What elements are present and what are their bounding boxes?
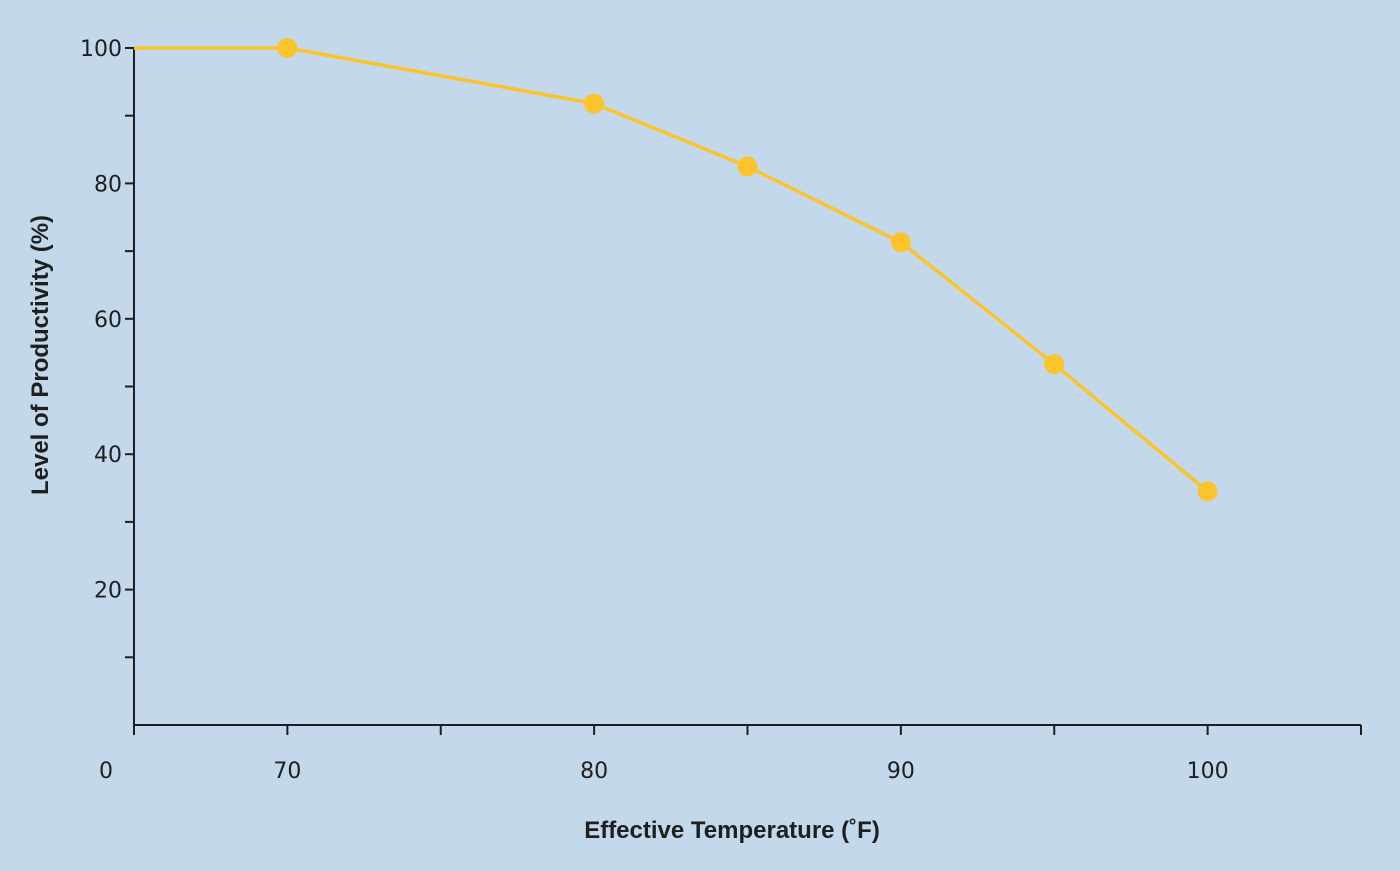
x-tick-label-80: 80 (580, 759, 608, 784)
data-point-90 (890, 232, 911, 253)
data-point-85 (737, 156, 758, 177)
axes (133, 48, 1361, 726)
ticks (125, 47, 1362, 735)
data-point-100 (1197, 481, 1218, 502)
data-point-95 (1044, 354, 1065, 375)
data-point-80 (584, 93, 605, 114)
y-tick-label-100: 100 (80, 37, 122, 62)
x-tick-label-100: 100 (1187, 759, 1229, 784)
y-axis-title: Level of Productivity (%) (27, 215, 54, 495)
y-tick-label-20: 20 (94, 579, 122, 604)
x-origin-label: 0 (99, 759, 113, 784)
tick-labels: 20 40 60 80 100 70 80 90 100 (80, 37, 1229, 784)
x-tick-label-90: 90 (887, 759, 915, 784)
data-point-70 (277, 38, 298, 58)
x-tick-label-70: 70 (273, 759, 301, 784)
y-tick-label-80: 80 (94, 172, 122, 197)
y-tick-label-40: 40 (94, 443, 122, 468)
series (134, 38, 1218, 502)
x-axis-title: Effective Temperature (˚F) (584, 817, 880, 844)
series-line (134, 46, 1209, 493)
y-tick-label-60: 60 (94, 308, 122, 333)
